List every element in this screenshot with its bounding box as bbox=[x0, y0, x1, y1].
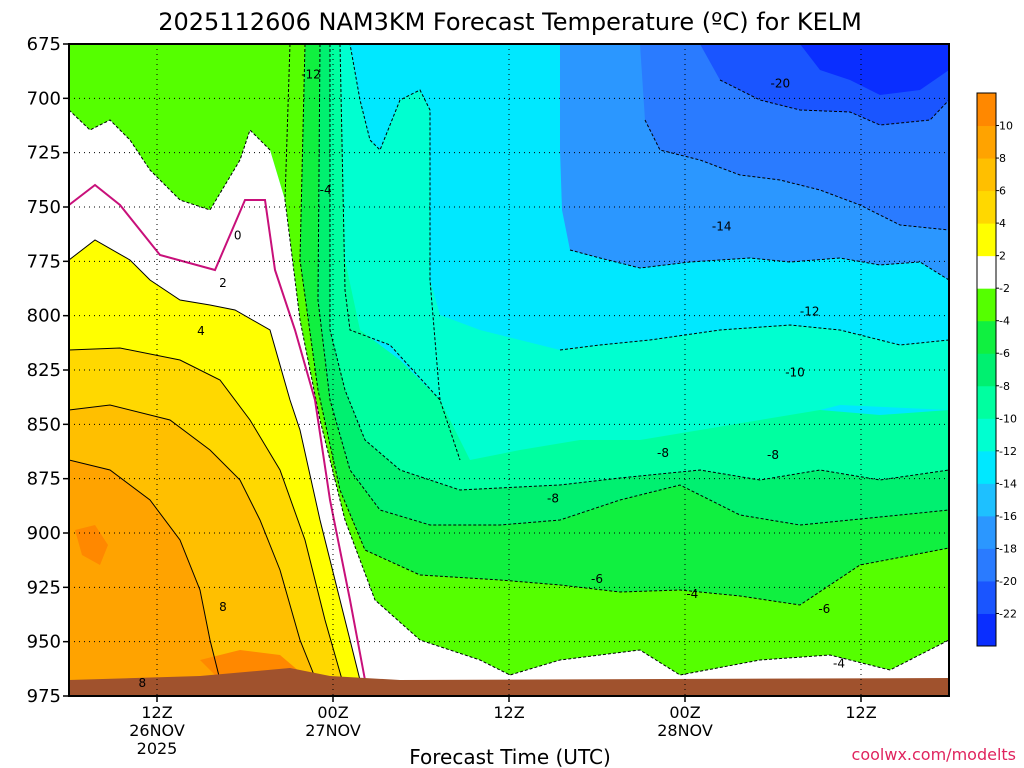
colorbar-bin bbox=[977, 158, 996, 192]
contour-label: -10 bbox=[785, 365, 805, 379]
colorbar-bin bbox=[977, 548, 996, 582]
fill-minus6 bbox=[300, 44, 949, 605]
contour-label: 8 bbox=[139, 676, 147, 690]
colorbar-tick-label: 4 bbox=[999, 217, 1006, 230]
y-tick-label: 825 bbox=[27, 360, 61, 381]
contour-label: -6 bbox=[591, 572, 603, 586]
fill-minus4 bbox=[285, 44, 949, 675]
colorbar-bin bbox=[977, 483, 996, 517]
colorbar-tick-label: -22 bbox=[999, 607, 1017, 620]
colorbar-bin bbox=[977, 190, 996, 224]
colorbar-bin bbox=[977, 515, 996, 549]
x-tick-label: 12Z bbox=[845, 703, 876, 722]
y-tick-label: 975 bbox=[27, 686, 61, 707]
y-tick-label: 675 bbox=[27, 34, 61, 55]
colorbar-tick-label: 2 bbox=[999, 250, 1006, 263]
contour-label: -8 bbox=[767, 448, 779, 462]
colorbar-tick-label: 8 bbox=[999, 152, 1006, 165]
y-tick-label: 850 bbox=[27, 414, 61, 435]
freezing-line bbox=[69, 183, 366, 681]
colorbar-bin bbox=[977, 418, 996, 452]
y-tick-label: 750 bbox=[27, 197, 61, 218]
y-tick-label: 950 bbox=[27, 632, 61, 653]
colorbar-tick-label: -20 bbox=[999, 575, 1017, 588]
colorbar-bin bbox=[977, 353, 996, 387]
colorbar-tick-label: -14 bbox=[999, 477, 1017, 490]
colorbar-bin bbox=[977, 125, 996, 159]
fill-minus10 bbox=[330, 44, 949, 490]
colorbar-tick-label: -12 bbox=[999, 445, 1017, 458]
contour-label: 8 bbox=[219, 600, 227, 614]
colorbar-bin bbox=[977, 255, 996, 289]
contour-labels: -12 -20 -4 0 -14 2 -12 4 -10 -8 -8 -8 8 -6 -4 -6 -4 8 bbox=[139, 68, 845, 691]
fill-plus10-a bbox=[75, 525, 108, 565]
colorbar-tick-label: 6 bbox=[999, 185, 1006, 198]
contour-label: -8 bbox=[657, 446, 669, 460]
fill-plus8 bbox=[69, 460, 220, 696]
colorbar-bin bbox=[977, 320, 996, 354]
y-axis: 675 700 725 750 775 800 825 850 875 900 925 950 975 bbox=[27, 34, 69, 707]
y-tick-label: 925 bbox=[27, 577, 61, 598]
colorbar-bin bbox=[977, 613, 996, 647]
contour-label: 4 bbox=[197, 324, 205, 338]
contour-label: -4 bbox=[686, 587, 698, 601]
negative-contours bbox=[69, 44, 949, 676]
colorbar-frame bbox=[976, 92, 997, 647]
contour-label: 2 bbox=[219, 276, 227, 290]
temperature-fill bbox=[69, 44, 949, 696]
contour-label: -14 bbox=[712, 220, 732, 234]
x-tick-label: 2025 bbox=[137, 739, 178, 758]
x-tick-label: 28NOV bbox=[657, 721, 713, 740]
contour-label: -4 bbox=[320, 183, 332, 197]
y-tick-label: 900 bbox=[27, 523, 61, 544]
colorbar-bin bbox=[977, 93, 996, 127]
contour-label: 0 bbox=[234, 228, 242, 242]
x-tick-label: 12Z bbox=[141, 703, 172, 722]
fill-minus8 bbox=[318, 44, 949, 525]
colorbar-bin bbox=[977, 288, 996, 322]
colorbar-tick-label: -2 bbox=[999, 282, 1010, 295]
fill-minus12 bbox=[340, 44, 949, 460]
y-tick-label: 800 bbox=[27, 306, 61, 327]
colorbar-bin bbox=[977, 223, 996, 257]
colorbar-tick-label: -4 bbox=[999, 315, 1010, 328]
contour-label: -12 bbox=[800, 304, 820, 318]
colorbar-tick-label: -16 bbox=[999, 510, 1017, 523]
fill-upper-left-green bbox=[69, 44, 290, 210]
x-tick-label: 27NOV bbox=[305, 721, 361, 740]
x-tick-label: 12Z bbox=[493, 703, 524, 722]
x-tick-label: 00Z bbox=[317, 703, 348, 722]
y-tick-label: 700 bbox=[27, 88, 61, 109]
x-tick-label: 26NOV bbox=[129, 721, 185, 740]
colorbar-tick-label: -8 bbox=[999, 380, 1010, 393]
contour-label: -8 bbox=[547, 491, 559, 505]
contour-label: -6 bbox=[818, 602, 830, 616]
contour-label: -12 bbox=[301, 68, 321, 82]
colorbar-tick-label: -10 bbox=[999, 412, 1017, 425]
contour-label: -4 bbox=[833, 657, 845, 671]
colorbar-bin bbox=[977, 580, 996, 614]
credit-text: coolwx.com/modelts bbox=[852, 745, 1016, 764]
chart-title: 2025112606 NAM3KM Forecast Temperature (… bbox=[158, 8, 862, 36]
y-tick-label: 725 bbox=[27, 143, 61, 164]
positive-contours bbox=[69, 239, 361, 691]
fill-minus22 bbox=[800, 44, 949, 95]
y-tick-label: 775 bbox=[27, 251, 61, 272]
contour-label: -20 bbox=[771, 76, 791, 90]
x-axis-label: Forecast Time (UTC) bbox=[409, 745, 611, 768]
colorbar-bin bbox=[977, 450, 996, 484]
grid bbox=[69, 44, 949, 696]
colorbar-bin bbox=[977, 385, 996, 419]
colorbar-tick-label: -6 bbox=[999, 347, 1010, 360]
x-tick-label: 00Z bbox=[669, 703, 700, 722]
y-tick-label: 875 bbox=[27, 469, 61, 490]
colorbar-tick-label: 10 bbox=[999, 120, 1013, 133]
colorbar-tick-label: -18 bbox=[999, 542, 1017, 555]
terrain bbox=[69, 668, 949, 696]
